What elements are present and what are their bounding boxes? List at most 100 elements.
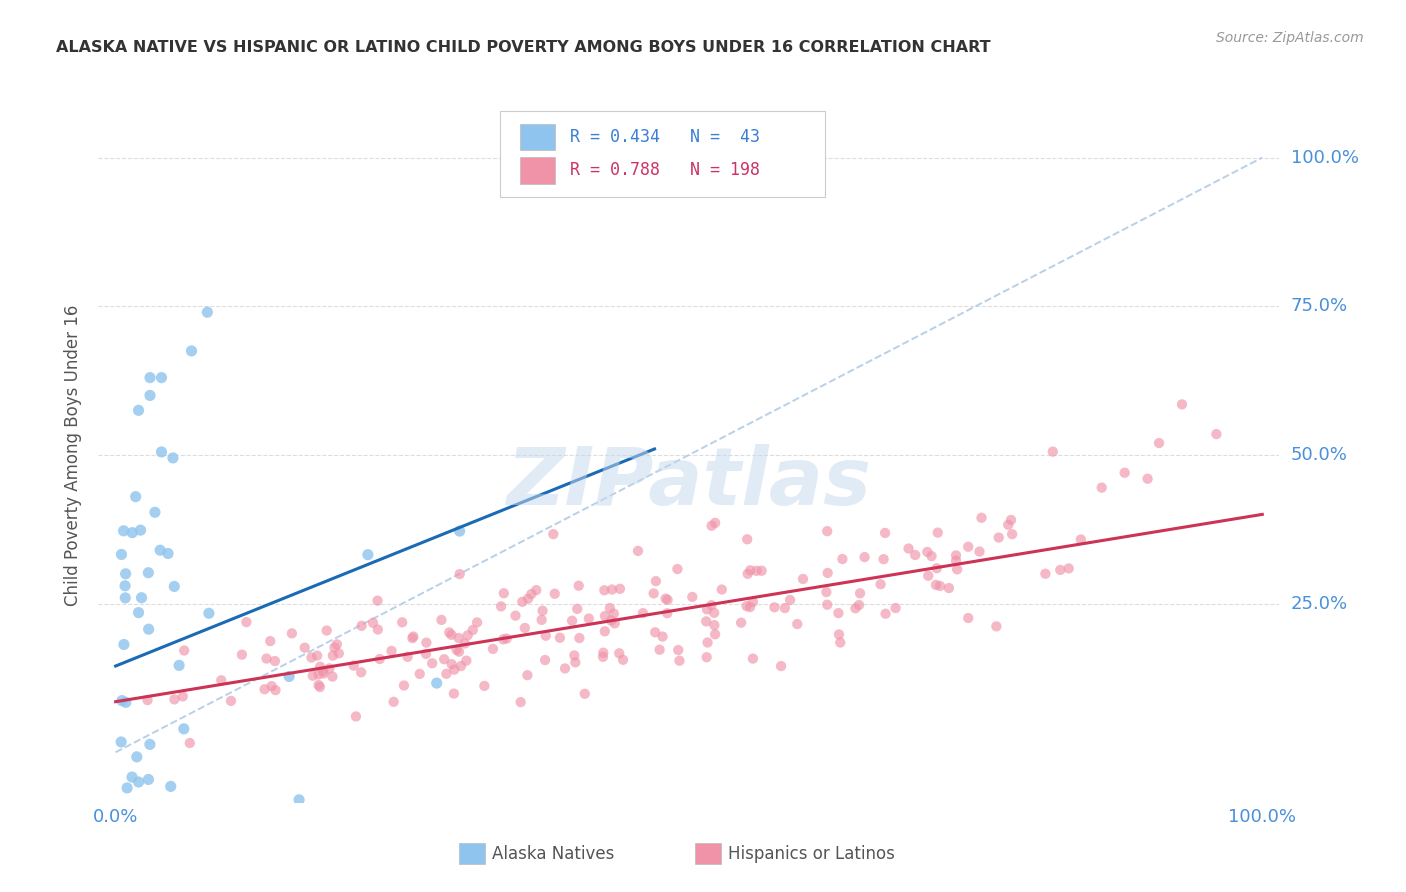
Point [513,621,536,635]
Point [179,736,201,750]
Point [1091,481,1114,495]
Point [443,687,465,701]
Bar [458,843,485,864]
Point [827,606,849,620]
Point [288,793,311,807]
Point [172,690,194,704]
Point [149,543,172,558]
Point [644,574,666,589]
Point [612,653,634,667]
Point [350,619,373,633]
Point [554,661,576,675]
Point [391,615,413,630]
Point [114,566,136,581]
Point [627,544,650,558]
Point [150,370,173,384]
Point [163,579,186,593]
Point [562,648,585,663]
Point [1057,561,1080,575]
Point [1136,472,1159,486]
Point [657,606,679,620]
Point [929,579,952,593]
Point [138,622,160,636]
Point [350,665,373,680]
Point [815,585,838,599]
Text: R = 0.434   N =  43: R = 0.434 N = 43 [569,128,759,146]
Point [779,593,801,607]
Point [401,631,423,645]
Point [392,678,415,692]
Point [773,601,796,615]
Point [917,568,939,582]
Point [440,628,463,642]
Point [162,450,184,465]
Point [730,615,752,630]
Point [259,634,281,648]
Point [447,631,470,645]
Point [875,607,897,621]
Point [696,635,718,649]
Point [112,524,135,538]
Point [531,604,554,618]
Point [457,628,479,642]
Point [456,654,478,668]
Point [568,579,591,593]
Point [415,647,437,661]
Point [309,659,332,673]
Point [309,680,332,694]
Point [474,679,496,693]
Point [139,370,162,384]
Point [440,657,463,672]
Point [770,659,793,673]
FancyBboxPatch shape [501,111,825,197]
Point [434,666,457,681]
Text: Hispanics or Latinos: Hispanics or Latinos [728,845,894,863]
Point [957,540,980,554]
Text: 25.0%: 25.0% [1291,595,1348,613]
Point [209,673,232,688]
Point [308,667,330,681]
Point [1171,397,1194,411]
Point [505,608,527,623]
Point [603,607,626,621]
Point [524,583,547,598]
Point [128,606,150,620]
Point [129,523,152,537]
Point [307,648,329,663]
Point [543,527,565,541]
Point [367,623,389,637]
Point [578,611,600,625]
Text: 50.0%: 50.0% [1291,446,1347,464]
Point [112,638,135,652]
Point [1000,513,1022,527]
Point [489,599,512,614]
Point [938,581,960,595]
Point [945,549,967,563]
Point [593,609,616,624]
Point [173,643,195,657]
Point [600,582,623,597]
Point [925,578,948,592]
Point [396,649,419,664]
Text: 75.0%: 75.0% [1291,297,1348,315]
Point [361,615,384,630]
Text: ZIPatlas: ZIPatlas [506,443,872,522]
Point [281,626,304,640]
Point [121,525,143,540]
Point [561,614,583,628]
Point [763,600,786,615]
Point [454,636,477,650]
Point [433,652,456,666]
Point [603,616,626,631]
Point [735,599,758,614]
Point [897,541,920,556]
Point [740,563,762,577]
Text: 100.0%: 100.0% [1291,149,1358,167]
Point [884,601,907,615]
Point [308,678,330,692]
Point [449,567,471,582]
Point [195,305,218,319]
Point [1042,444,1064,458]
Point [312,666,335,681]
Point [921,549,943,564]
